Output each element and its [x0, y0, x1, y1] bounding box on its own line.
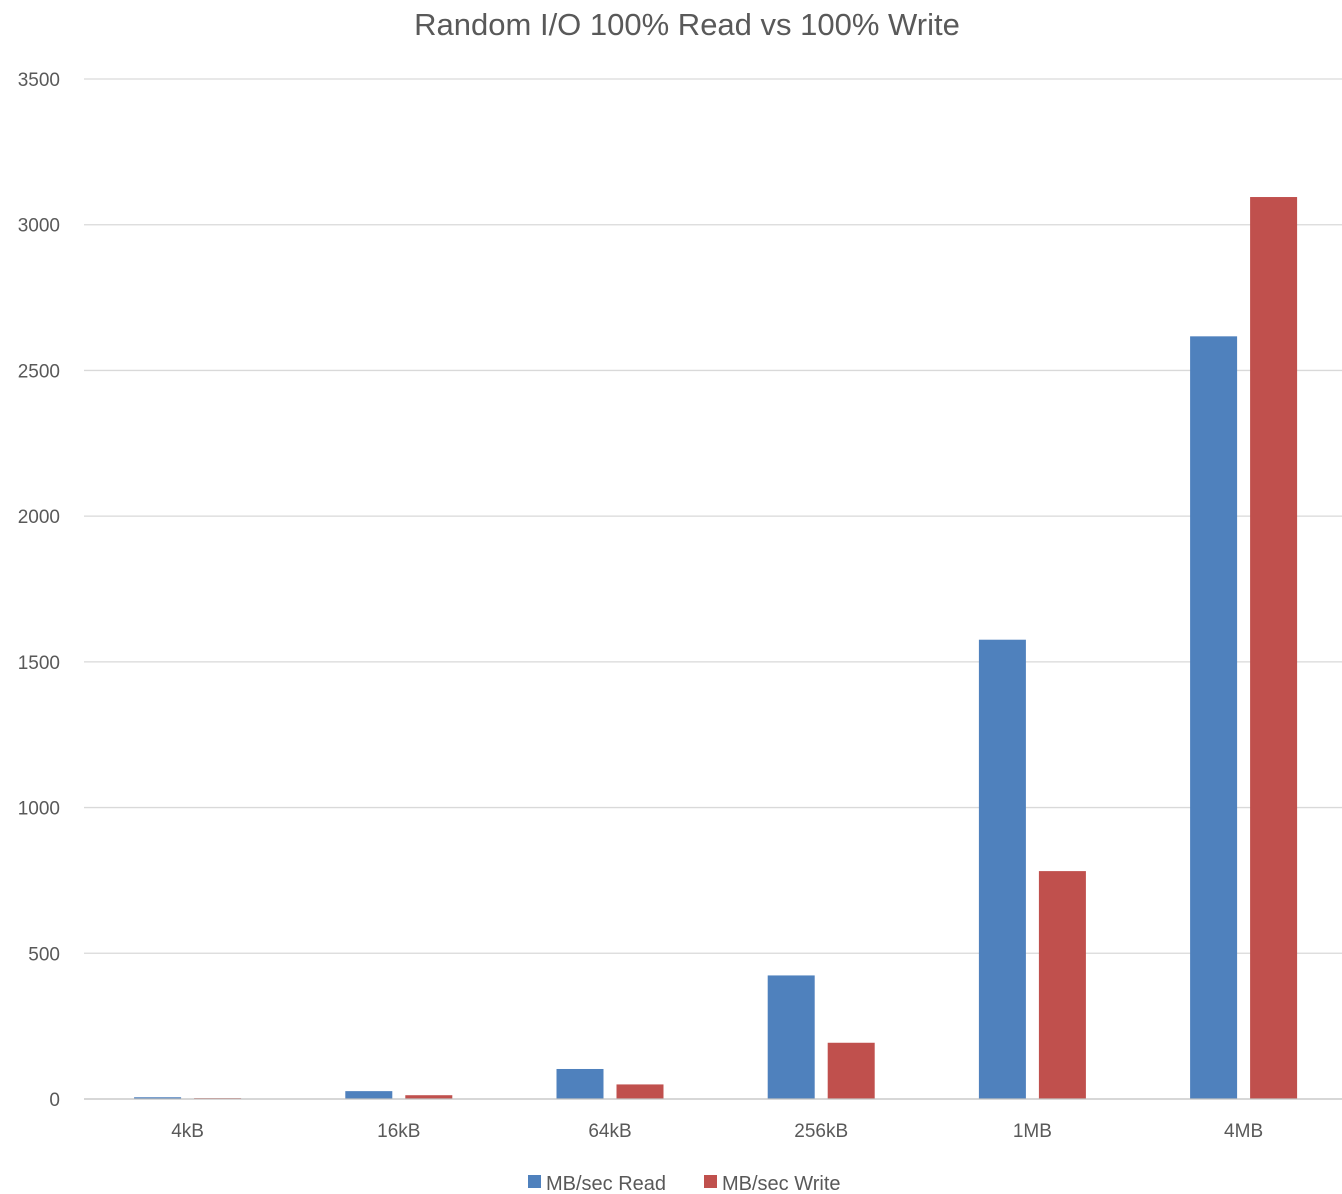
- bar-write-64kB: [616, 1084, 664, 1099]
- x-tick-label: 256kB: [794, 1121, 848, 1142]
- y-axis-ticks: 0 500 1000 1500 2000 2500 3000 3500: [18, 70, 60, 1111]
- bars: [134, 197, 1298, 1099]
- x-tick-label: 4MB: [1224, 1121, 1263, 1142]
- y-tick-label: 1500: [18, 653, 60, 674]
- legend-swatch: [704, 1175, 717, 1188]
- bar-read-1MB: [978, 639, 1026, 1099]
- y-tick-label: 1000: [18, 799, 60, 820]
- legend-label: MB/sec Write: [722, 1173, 841, 1194]
- bar-write-16kB: [405, 1095, 453, 1099]
- x-axis-ticks: 4kB 16kB 64kB 256kB 1MB 4MB: [171, 1121, 1263, 1142]
- bar-write-256kB: [827, 1042, 875, 1099]
- bar-read-16kB: [345, 1091, 393, 1099]
- legend-swatch: [528, 1175, 541, 1188]
- chart-title: Random I/O 100% Read vs 100% Write: [414, 7, 960, 42]
- bar-read-4MB: [1190, 336, 1238, 1099]
- y-tick-label: 3000: [18, 216, 60, 237]
- x-tick-label: 64kB: [588, 1121, 631, 1142]
- legend: MB/sec Read MB/sec Write: [528, 1173, 841, 1194]
- y-tick-label: 3500: [18, 70, 60, 91]
- gridlines: [84, 78, 1342, 954]
- bar-read-64kB: [556, 1068, 604, 1099]
- x-tick-label: 16kB: [377, 1121, 420, 1142]
- bar-read-256kB: [767, 975, 815, 1099]
- x-tick-label: 1MB: [1013, 1121, 1052, 1142]
- y-tick-label: 2500: [18, 361, 60, 382]
- legend-label: MB/sec Read: [546, 1173, 666, 1194]
- y-tick-label: 500: [28, 944, 60, 965]
- y-tick-label: 0: [49, 1090, 60, 1111]
- bar-read-4kB: [134, 1097, 182, 1099]
- bar-write-1MB: [1038, 871, 1086, 1099]
- x-tick-label: 4kB: [171, 1121, 204, 1142]
- y-tick-label: 2000: [18, 507, 60, 528]
- bar-write-4MB: [1250, 197, 1298, 1099]
